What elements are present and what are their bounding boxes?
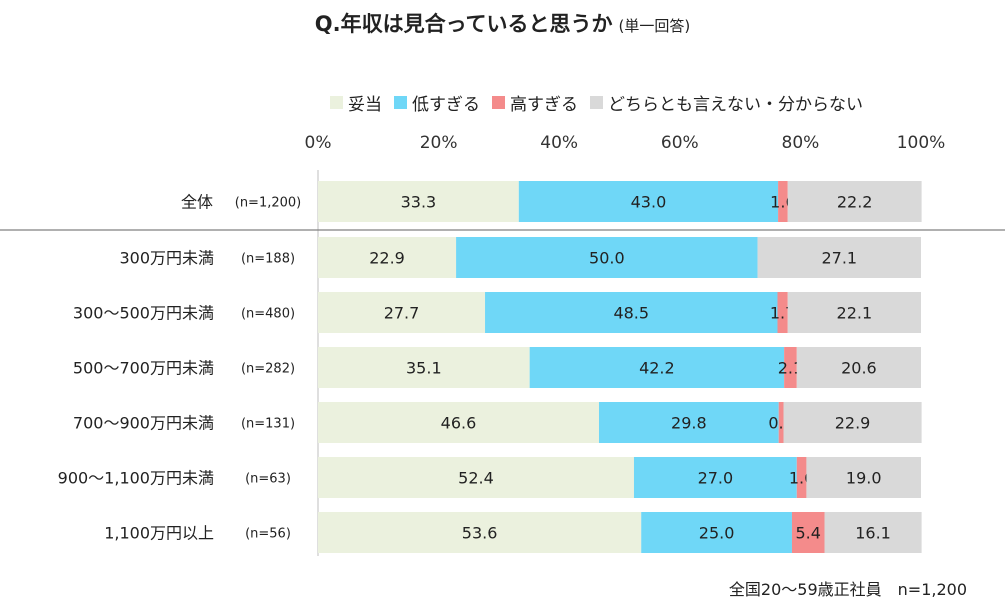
data-label: 19.0 xyxy=(846,469,882,488)
bar-segment xyxy=(485,292,778,333)
data-label: 22.2 xyxy=(837,193,873,212)
data-label: 46.6 xyxy=(441,414,477,433)
bar-segment xyxy=(318,457,634,498)
bar-segment xyxy=(778,181,788,222)
bar-segment xyxy=(456,237,758,278)
legend-item-unsure: どちらとも言えない・分からない xyxy=(590,90,863,115)
legend-swatch-too-low xyxy=(394,96,407,109)
n-label: (n=56) xyxy=(245,527,291,542)
bar-segment xyxy=(518,181,779,222)
legend-item-too-high: 高すぎる xyxy=(492,90,578,115)
legend: 妥当 低すぎる 高すぎる どちらとも言えない・分からない xyxy=(330,90,863,115)
n-label: (n=1,200) xyxy=(235,196,302,211)
data-label: 43.0 xyxy=(631,193,667,212)
data-label: 22.1 xyxy=(837,304,873,323)
category-label: 500〜700万円未満 xyxy=(73,359,214,378)
data-label: 27.1 xyxy=(821,249,857,268)
bar-segment xyxy=(824,512,922,553)
data-label: 52.4 xyxy=(458,469,494,488)
category-label: 700〜900万円未満 xyxy=(73,414,214,433)
legend-label-too-low: 低すぎる xyxy=(412,95,480,115)
data-label: 27.0 xyxy=(698,469,734,488)
legend-swatch-datou xyxy=(330,96,343,109)
x-tick-label: 40% xyxy=(540,133,578,153)
bar-segment xyxy=(784,347,797,388)
bar-segment xyxy=(318,402,599,443)
x-tick-label: 80% xyxy=(782,133,820,153)
bar-segment xyxy=(598,402,779,443)
category-label: 300万円未満 xyxy=(119,249,214,268)
bar-segment xyxy=(783,402,922,443)
bar-segment xyxy=(318,237,457,278)
chart-title-main: Q.年収は見合っていると思うか xyxy=(314,12,613,36)
bar-segment xyxy=(318,181,519,222)
data-label: 16.1 xyxy=(855,524,891,543)
legend-label-too-high: 高すぎる xyxy=(510,95,578,115)
legend-item-too-low: 低すぎる xyxy=(394,90,480,115)
bar-segment xyxy=(796,457,807,498)
bar-segment xyxy=(641,512,792,553)
category-label: 全体 xyxy=(181,193,213,212)
bar-segment xyxy=(806,457,921,498)
category-label: 900〜1,100万円未満 xyxy=(58,469,214,488)
chart-title: Q.年収は見合っていると思うか (単一回答) xyxy=(0,8,1005,38)
legend-label-datou: 妥当 xyxy=(348,95,382,115)
data-label: 22.9 xyxy=(369,249,405,268)
data-label: 27.7 xyxy=(384,304,420,323)
bar-segment xyxy=(791,512,825,553)
bar-segment xyxy=(318,292,486,333)
bar-segment xyxy=(757,237,921,278)
footnote: 全国20〜59歳正社員 n=1,200 xyxy=(728,580,967,599)
data-label: 53.6 xyxy=(462,524,498,543)
n-label: (n=480) xyxy=(241,307,295,322)
data-label: 29.8 xyxy=(671,414,707,433)
data-label: 20.6 xyxy=(841,359,877,378)
chart-subtitle: (単一回答) xyxy=(618,17,691,35)
legend-item-datou: 妥当 xyxy=(330,90,382,115)
n-label: (n=188) xyxy=(241,252,295,267)
data-label: 33.3 xyxy=(401,193,437,212)
bar-segment xyxy=(796,347,921,388)
data-label: 22.9 xyxy=(835,414,871,433)
bar-segment xyxy=(787,292,921,333)
data-label: 48.5 xyxy=(613,304,649,323)
data-label: 42.2 xyxy=(639,359,675,378)
data-label: 50.0 xyxy=(589,249,625,268)
legend-swatch-too-high xyxy=(492,96,505,109)
n-label: (n=63) xyxy=(245,472,291,487)
data-label: 25.0 xyxy=(699,524,735,543)
x-tick-label: 0% xyxy=(305,133,332,153)
bar-segment xyxy=(529,347,785,388)
x-tick-label: 100% xyxy=(897,133,946,153)
bar-segment xyxy=(318,347,530,388)
data-label: 5.4 xyxy=(796,524,821,543)
bar-segment xyxy=(778,402,784,443)
n-label: (n=282) xyxy=(241,362,295,377)
legend-label-unsure: どちらとも言えない・分からない xyxy=(608,95,863,115)
n-label: (n=131) xyxy=(241,417,295,432)
bar-segment xyxy=(787,181,922,222)
category-label: 1,100万円以上 xyxy=(104,524,214,543)
x-tick-label: 20% xyxy=(420,133,458,153)
bar-segment xyxy=(777,292,788,333)
legend-swatch-unsure xyxy=(590,96,603,109)
bar-segment xyxy=(318,512,642,553)
bar-segment xyxy=(633,457,797,498)
category-label: 300〜500万円未満 xyxy=(73,304,214,323)
data-label: 35.1 xyxy=(406,359,442,378)
x-tick-label: 60% xyxy=(661,133,699,153)
